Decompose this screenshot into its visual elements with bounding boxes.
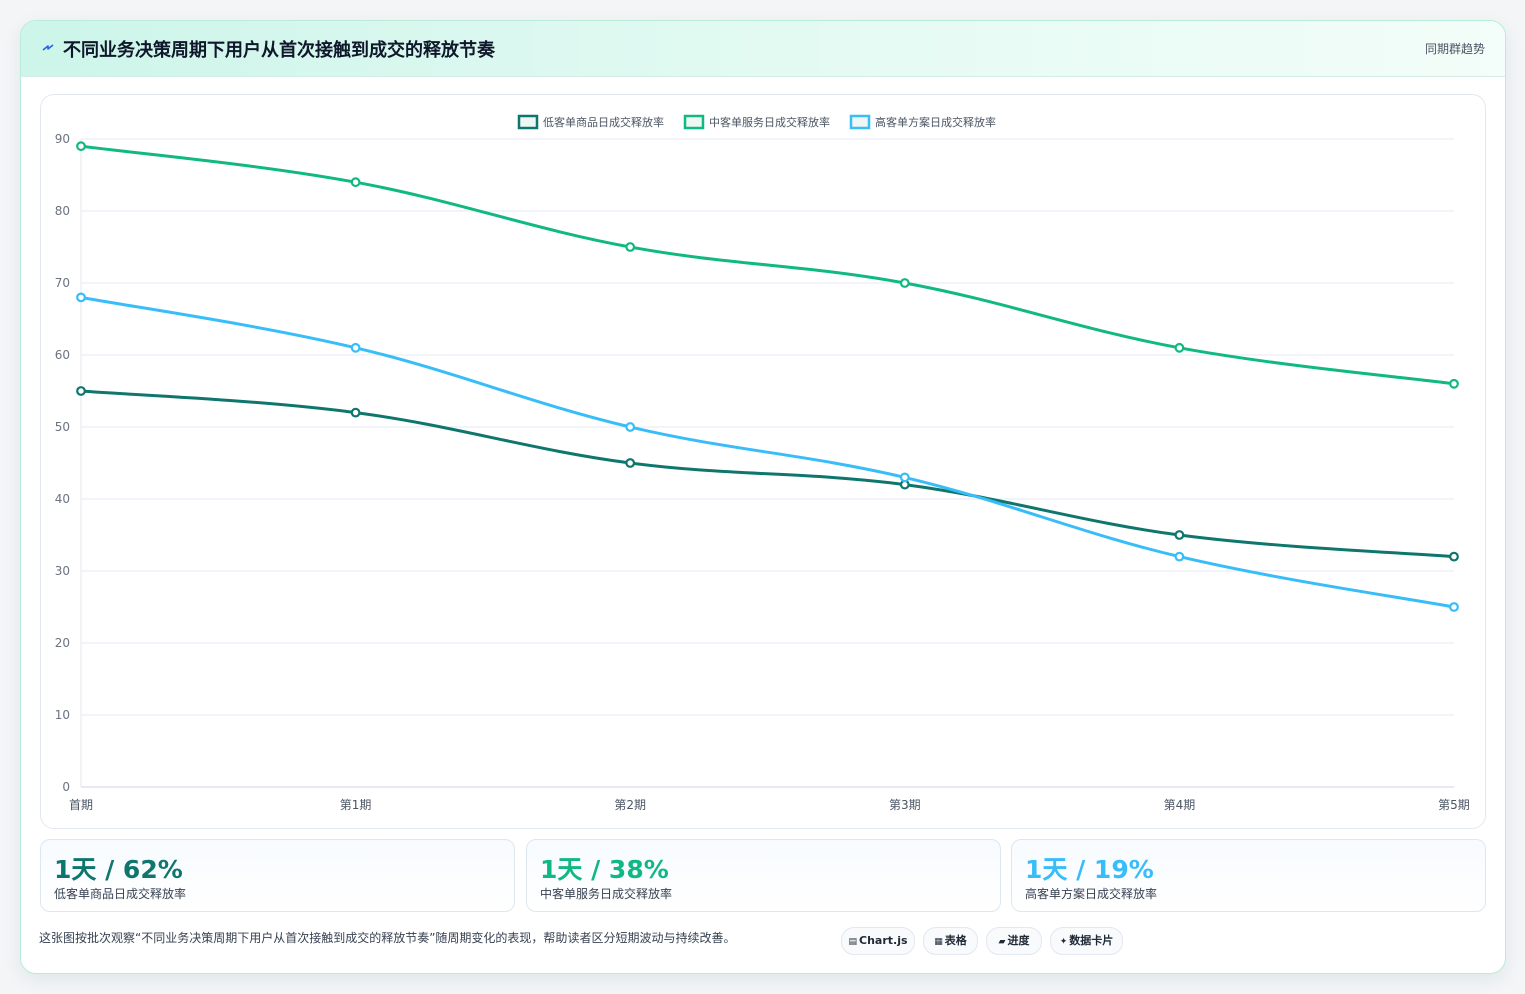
card-header: 不同业务决策周期下用户从首次接触到成交的释放节奏 同期群趋势	[21, 21, 1505, 77]
x-tick-label: 第5期	[1438, 798, 1470, 812]
data-point	[899, 278, 910, 288]
tag-progress[interactable]: ▰ 进度	[986, 927, 1042, 955]
card-icon: ✦	[1059, 937, 1068, 947]
legend-label: 高客单方案日成交释放率	[875, 115, 996, 129]
data-point	[1449, 602, 1459, 612]
chart-icon: ▤	[848, 937, 857, 947]
tag-chartjs[interactable]: ▤ Chart.js	[841, 927, 915, 955]
chart-card: 不同业务决策周期下用户从首次接触到成交的释放节奏 同期群趋势 0 10 20 30 40…	[20, 20, 1506, 974]
table-icon: ▦	[934, 937, 943, 947]
trend-badge: 同期群趋势	[1424, 42, 1485, 56]
tag-table[interactable]: ▦ 表格	[923, 927, 978, 955]
stat-value: 1天 / 62%	[54, 855, 183, 884]
stat-card-low: 1天 / 62% 低客单商品日成交释放率	[40, 839, 515, 912]
tag-data-card[interactable]: ✦ 数据卡片	[1050, 927, 1123, 955]
y-tick-label: 50	[55, 420, 70, 434]
series-line-0	[80, 389, 1455, 559]
legend-label: 中客单服务日成交释放率	[709, 115, 830, 129]
chart-footnote: 这张图按批次观察“不同业务决策周期下用户从首次接触到成交的释放节奏”随周期变化的…	[39, 931, 736, 945]
y-tick-label: 20	[55, 636, 70, 650]
x-tick-label: 第3期	[889, 798, 921, 812]
stat-label: 低客单商品日成交释放率	[54, 887, 187, 901]
data-point	[1174, 551, 1185, 562]
stat-label: 高客单方案日成交释放率	[1025, 887, 1158, 901]
data-point	[625, 422, 636, 432]
legend-swatch	[683, 114, 705, 130]
stat-value: 1天 / 19%	[1025, 855, 1154, 884]
data-point	[1174, 530, 1185, 540]
lightning-icon	[42, 44, 54, 51]
data-point	[899, 472, 910, 483]
chart-panel: 0 10 20 30 40 50 60 70 80 90 首期 第1期 第2期 第3期 第4期 第5期 低客单商…	[40, 94, 1486, 829]
series-line-1	[80, 144, 1455, 386]
tag-label: 表格	[944, 934, 967, 947]
y-tick-label: 0	[62, 780, 70, 794]
x-tick-label: 第1期	[340, 798, 372, 812]
x-tick-label: 第4期	[1164, 798, 1196, 812]
data-point	[625, 458, 636, 468]
tag-label: Chart.js	[859, 934, 908, 947]
data-point	[350, 177, 361, 188]
y-tick-label: 70	[55, 276, 70, 290]
y-tick-label: 40	[55, 492, 70, 506]
tag-label: 数据卡片	[1069, 934, 1114, 947]
data-point	[1174, 342, 1185, 353]
data-point	[76, 386, 86, 396]
series-line-2	[80, 295, 1455, 609]
legend-label: 低客单商品日成交释放率	[543, 115, 664, 129]
data-point	[625, 242, 636, 252]
legend-swatch	[517, 114, 539, 130]
y-tick-label: 10	[55, 708, 70, 722]
data-point	[1449, 551, 1459, 562]
stat-value: 1天 / 38%	[540, 855, 669, 884]
y-tick-label: 60	[55, 348, 70, 362]
x-tick-label: 首期	[69, 798, 93, 812]
x-tick-label: 第2期	[614, 798, 646, 812]
stat-label: 中客单服务日成交释放率	[540, 887, 673, 901]
legend-swatch	[849, 114, 871, 130]
progress-icon: ▰	[998, 937, 1006, 947]
tag-label: 进度	[1007, 934, 1030, 947]
page-title: 不同业务决策周期下用户从首次接触到成交的释放节奏	[63, 40, 495, 61]
y-tick-label: 80	[55, 204, 70, 218]
line-chart: 0 10 20 30 40 50 60 70 80 90 首期 第1期 第2期 第3期 第4期 第5期 低客单商…	[55, 114, 1470, 812]
stat-card-high: 1天 / 19% 高客单方案日成交释放率	[1011, 839, 1486, 912]
data-point	[350, 342, 361, 353]
data-point	[1449, 378, 1459, 389]
data-point	[350, 407, 361, 418]
stat-card-mid: 1天 / 38% 中客单服务日成交释放率	[526, 839, 1001, 912]
y-tick-label: 90	[55, 132, 70, 146]
y-tick-label: 30	[55, 564, 70, 578]
data-point	[76, 292, 86, 303]
data-point	[76, 141, 86, 152]
